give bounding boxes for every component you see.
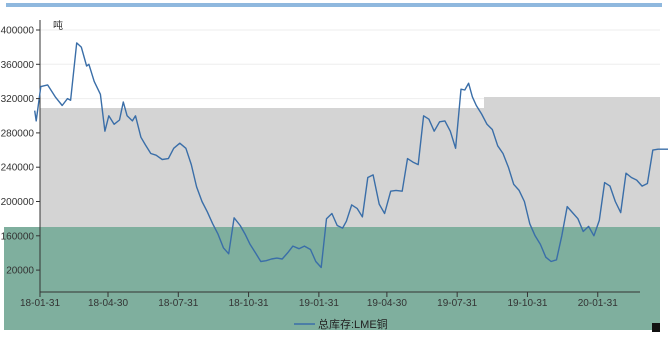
- y-axis-unit-label: 吨: [53, 19, 63, 32]
- series-line: [34, 42, 668, 269]
- x-tick-label: 18-07-31: [158, 298, 198, 309]
- gray-overlay-panel-right: [484, 97, 660, 109]
- y-tick-label: 240000: [1, 163, 35, 174]
- y-axis-ticks: 400000 360000 320000 280000 240000 200000 1600…: [1, 26, 40, 277]
- x-tick-label: 19-01-31: [299, 298, 339, 309]
- top-accent-bar: [6, 3, 662, 7]
- y-tick-label: 20000: [6, 266, 34, 277]
- black-corner-mark: [652, 323, 660, 332]
- x-tick-label: 19-10-31: [507, 298, 547, 309]
- y-tick-label: 280000: [1, 128, 35, 139]
- series-lines: [34, 42, 668, 269]
- green-overlay-panel: [4, 227, 660, 330]
- x-tick-label: 18-01-31: [20, 298, 60, 309]
- x-tick-label: 18-10-31: [229, 298, 269, 309]
- y-tick-label: 160000: [1, 231, 35, 242]
- axes: [39, 20, 640, 293]
- x-axis-ticks: 18-01-31 18-04-30 18-07-31 18-10-31 19-01-31…: [20, 292, 618, 309]
- legend: 总库存:LME铜: [294, 317, 388, 331]
- y-tick-label: 200000: [1, 197, 35, 208]
- x-tick-label: 19-07-31: [437, 298, 477, 309]
- x-tick-label: 19-04-30: [367, 298, 407, 309]
- x-tick-label: 20-01-31: [578, 298, 618, 309]
- y-tick-label: 320000: [1, 94, 35, 105]
- legend-label: 总库存:LME铜: [318, 317, 388, 331]
- y-tick-label: 400000: [1, 26, 35, 37]
- y-tick-label: 360000: [1, 60, 35, 71]
- x-tick-label: 18-04-30: [88, 298, 128, 309]
